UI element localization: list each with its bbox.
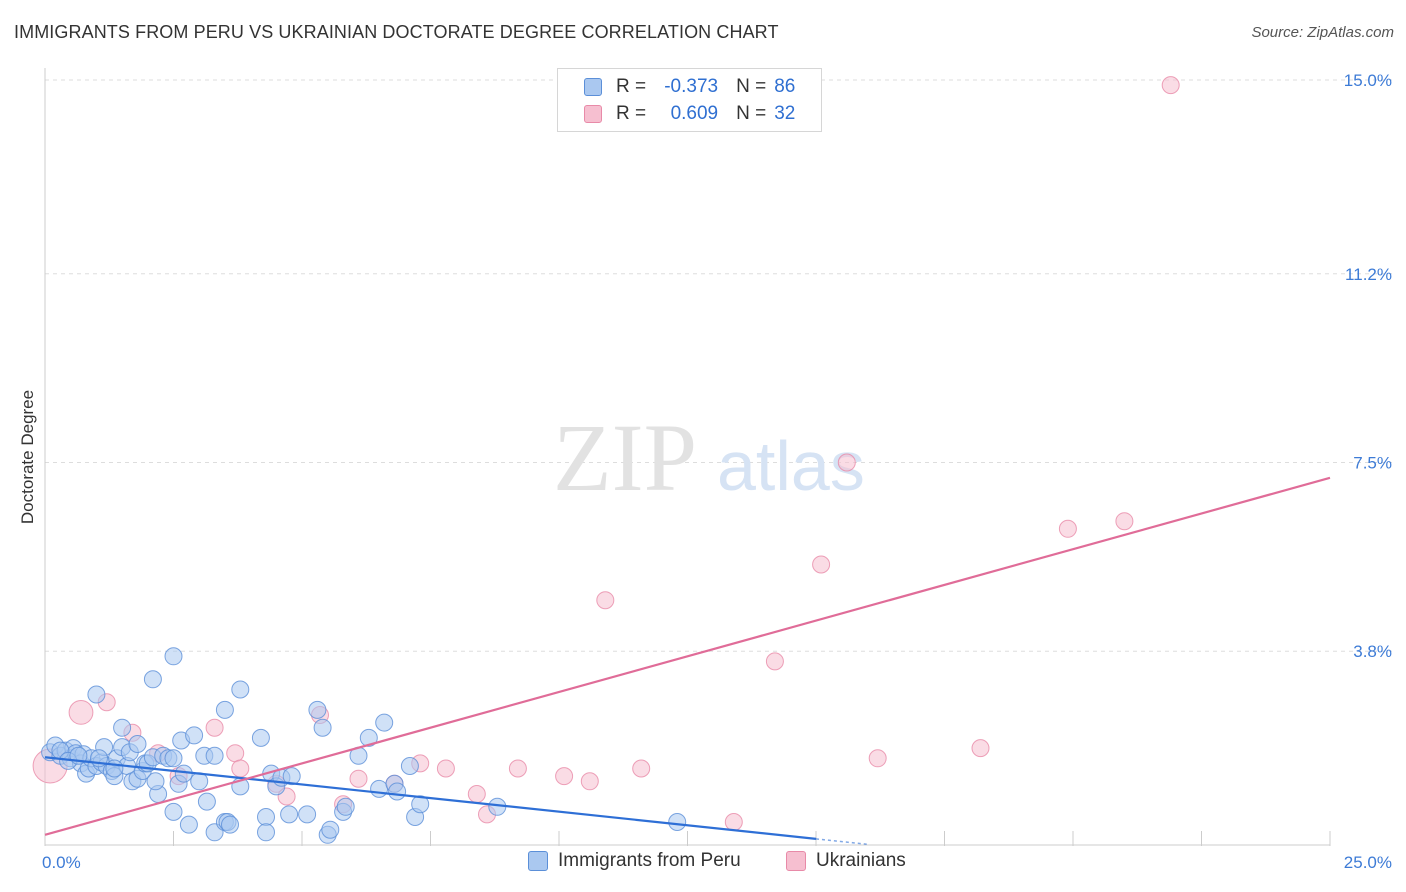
- ukrainians-trend-line: [45, 478, 1330, 835]
- ukrainians-point: [69, 701, 93, 725]
- peru-point: [322, 821, 339, 838]
- ukrainians-point: [581, 773, 598, 790]
- peru-point: [401, 758, 418, 775]
- ukrainians-point: [556, 768, 573, 785]
- peru-point: [371, 780, 388, 797]
- ukrainians-point: [227, 745, 244, 762]
- ukrainians-point: [766, 653, 783, 670]
- peru-point: [165, 648, 182, 665]
- peru-point: [258, 824, 275, 841]
- legend-label-ukrainians: Ukrainians: [816, 850, 906, 872]
- peru-point: [389, 783, 406, 800]
- peru-point: [165, 803, 182, 820]
- ukrainians-point: [1116, 513, 1133, 530]
- ukrainians-point: [206, 719, 223, 736]
- peru-point: [129, 736, 146, 753]
- scatter-chart: ZIP atlas 3.8%7.5%11.2%15.0%0.0% 25.0% Do…: [0, 0, 1406, 892]
- y-axis-label: Doctorate Degree: [18, 390, 37, 524]
- legend-swatch-pink: [584, 105, 602, 123]
- legend-swatch-pink: [786, 851, 806, 871]
- peru-point: [258, 809, 275, 826]
- peru-point: [147, 773, 164, 790]
- peru-point: [309, 701, 326, 718]
- ukrainians-point: [972, 740, 989, 757]
- ukrainians-point: [838, 454, 855, 471]
- legend-label-peru: Immigrants from Peru: [558, 850, 741, 872]
- series-legend: Immigrants from Peru Ukrainians: [0, 850, 1406, 878]
- ukrainians-point: [725, 814, 742, 831]
- peru-trend-extension: [816, 839, 867, 844]
- ukrainians-point: [1162, 77, 1179, 94]
- ukrainians-point: [633, 760, 650, 777]
- legend-item-ukrainians[interactable]: Ukrainians: [786, 850, 906, 872]
- legend-n-value: 32: [774, 103, 795, 125]
- peru-point: [114, 719, 131, 736]
- legend-n-value: 86: [774, 76, 795, 98]
- y-tick-label: 3.8%: [1353, 642, 1392, 661]
- peru-point: [88, 686, 105, 703]
- ukrainians-point: [437, 760, 454, 777]
- ukrainians-point: [509, 760, 526, 777]
- peru-point: [206, 747, 223, 764]
- legend-row-peru: R = -0.373 N = 86: [584, 74, 795, 100]
- legend-r-value: 0.609: [646, 103, 718, 125]
- peru-point: [144, 671, 161, 688]
- legend-swatch-blue: [528, 851, 548, 871]
- legend-n-label: N =: [736, 103, 766, 125]
- legend-r-label: R =: [616, 103, 646, 125]
- ukrainians-point: [869, 750, 886, 767]
- peru-point: [180, 816, 197, 833]
- ukrainians-point: [813, 556, 830, 573]
- stats-legend: R = -0.373 N = 86 R = 0.609 N = 32: [557, 68, 822, 132]
- peru-point: [186, 727, 203, 744]
- ukrainians-point: [597, 592, 614, 609]
- peru-point: [216, 701, 233, 718]
- watermark-zip: ZIP: [553, 404, 697, 511]
- peru-point: [337, 798, 354, 815]
- peru-point: [299, 806, 316, 823]
- peru-point: [252, 729, 269, 746]
- peru-point: [314, 719, 331, 736]
- ukrainians-point: [232, 760, 249, 777]
- peru-point: [669, 814, 686, 831]
- legend-row-ukrainians: R = 0.609 N = 32: [584, 101, 795, 127]
- legend-n-label: N =: [736, 76, 766, 98]
- grid-lines: [45, 80, 1392, 651]
- ukrainians-point: [350, 770, 367, 787]
- y-tick-label: 15.0%: [1344, 71, 1392, 90]
- peru-point: [106, 760, 123, 777]
- legend-r-label: R =: [616, 76, 646, 98]
- legend-r-value: -0.373: [646, 76, 718, 98]
- y-tick-label: 11.2%: [1345, 265, 1392, 284]
- legend-swatch-blue: [584, 78, 602, 96]
- legend-item-peru[interactable]: Immigrants from Peru: [528, 850, 741, 872]
- ukrainians-point: [1059, 520, 1076, 537]
- peru-point: [191, 773, 208, 790]
- y-tick-label: 7.5%: [1353, 454, 1392, 473]
- peru-point: [232, 681, 249, 698]
- peru-point: [281, 806, 298, 823]
- peru-point: [222, 816, 239, 833]
- ukrainians-point: [468, 786, 485, 803]
- peru-point: [165, 750, 182, 767]
- peru-point: [198, 793, 215, 810]
- peru-point: [376, 714, 393, 731]
